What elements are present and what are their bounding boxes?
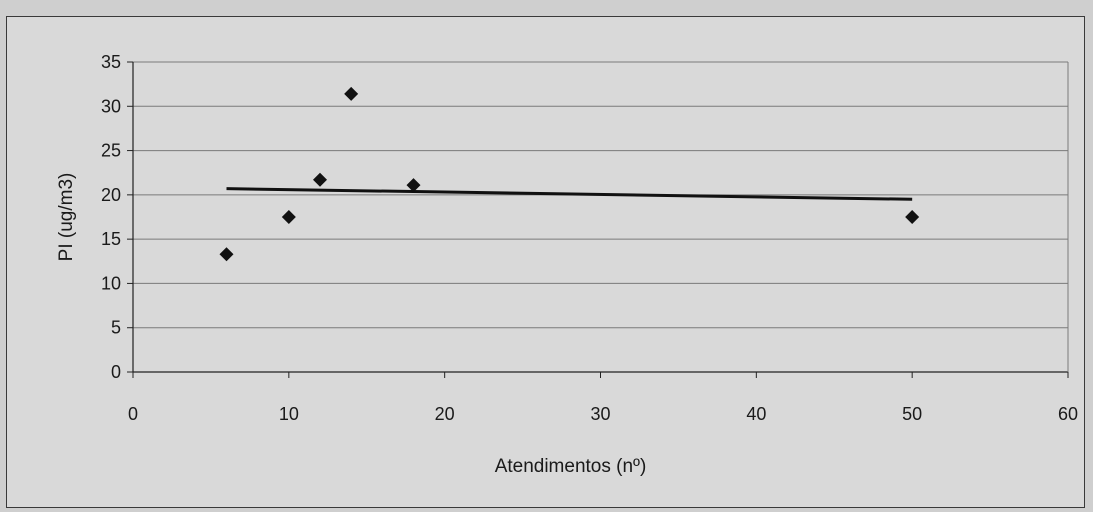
data-point-2 (313, 172, 327, 187)
y-tick-label-30: 30 (101, 96, 121, 116)
y-tick-label-25: 25 (101, 141, 121, 161)
x-tick-label-20: 20 (435, 404, 455, 424)
x-tick-label-10: 10 (279, 404, 299, 424)
x-tick-label-0: 0 (128, 404, 138, 424)
x-tick-label-60: 60 (1058, 404, 1078, 424)
axes (127, 61, 1069, 378)
x-tick-label-50: 50 (902, 404, 922, 424)
y-tick-labels: 0 5 10 15 20 25 30 35 (101, 52, 121, 382)
y-tick-label-15: 15 (101, 229, 121, 249)
y-axis-label: PI (ug/m3) (56, 173, 77, 262)
y-tick-label-35: 35 (101, 52, 121, 72)
chart-frame (6, 16, 1085, 508)
grid-lines (133, 61, 1068, 329)
data-point-5 (905, 210, 920, 224)
y-tick-label-20: 20 (101, 185, 121, 205)
y-tick-label-10: 10 (101, 273, 121, 293)
data-point-0 (219, 247, 234, 262)
x-axis-label: Atendimentos (nº) (495, 456, 647, 477)
x-tick-labels: 0 10 20 30 40 50 60 (128, 404, 1078, 424)
data-point-1 (281, 210, 296, 224)
trendline-group (226, 187, 913, 201)
trendline (226, 187, 913, 201)
x-tick-label-30: 30 (590, 404, 610, 424)
data-point-4 (406, 178, 421, 193)
x-tick-label-40: 40 (746, 404, 766, 424)
data-point-3 (344, 86, 359, 101)
y-tick-label-5: 5 (111, 318, 121, 338)
data-points (219, 86, 920, 262)
y-tick-label-0: 0 (111, 362, 121, 382)
